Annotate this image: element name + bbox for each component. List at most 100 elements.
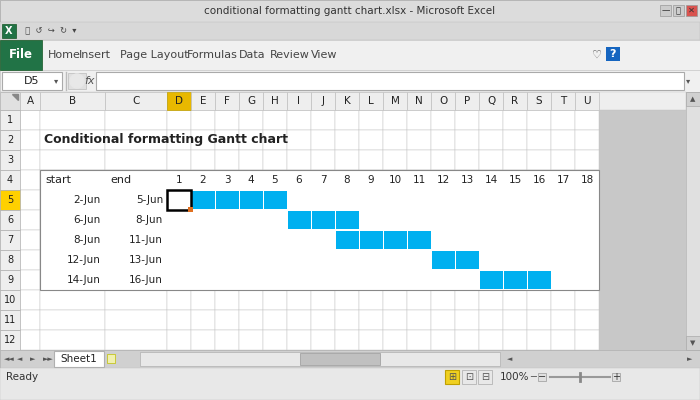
Bar bbox=[673, 5, 684, 16]
Bar bbox=[40, 130, 105, 150]
Text: I: I bbox=[298, 96, 300, 106]
Bar bbox=[445, 370, 459, 384]
Bar bbox=[0, 70, 700, 92]
Bar bbox=[287, 310, 311, 330]
Bar bbox=[383, 290, 407, 310]
Bar bbox=[311, 210, 335, 230]
Text: 16-Jun: 16-Jun bbox=[129, 275, 163, 285]
Bar bbox=[686, 5, 697, 16]
Polygon shape bbox=[12, 94, 18, 100]
Text: M: M bbox=[391, 96, 400, 106]
Text: 12: 12 bbox=[436, 175, 449, 185]
Text: T: T bbox=[560, 96, 566, 106]
Bar bbox=[431, 230, 455, 250]
Bar bbox=[40, 210, 105, 230]
Text: ⧠: ⧠ bbox=[676, 6, 681, 15]
Bar bbox=[0, 0, 700, 22]
Text: 3: 3 bbox=[224, 175, 230, 185]
Bar bbox=[0, 270, 20, 290]
Bar bbox=[575, 310, 599, 330]
Text: 4: 4 bbox=[7, 175, 13, 185]
Text: ♡: ♡ bbox=[592, 50, 602, 60]
Bar bbox=[215, 210, 239, 230]
Text: 5-Jun: 5-Jun bbox=[136, 195, 163, 205]
Bar bbox=[527, 210, 551, 230]
Text: 12: 12 bbox=[4, 335, 16, 345]
Bar bbox=[191, 92, 215, 110]
Bar bbox=[105, 290, 167, 310]
Bar bbox=[311, 150, 335, 170]
Bar bbox=[0, 250, 20, 270]
Text: conditional formatting gantt chart.xlsx - Microsoft Excel: conditional formatting gantt chart.xlsx … bbox=[204, 6, 496, 16]
Text: Ready: Ready bbox=[6, 372, 38, 382]
Bar bbox=[239, 170, 263, 190]
Text: Home: Home bbox=[48, 50, 81, 60]
Bar bbox=[239, 190, 263, 210]
Bar bbox=[263, 190, 287, 210]
Bar bbox=[407, 190, 431, 210]
Text: 3: 3 bbox=[7, 155, 13, 165]
Bar bbox=[551, 110, 575, 130]
Bar bbox=[383, 150, 407, 170]
Bar bbox=[455, 92, 479, 110]
Bar bbox=[431, 110, 455, 130]
Bar bbox=[20, 170, 40, 190]
Bar bbox=[167, 210, 191, 230]
Bar bbox=[478, 370, 492, 384]
Text: ▾: ▾ bbox=[54, 76, 58, 86]
Text: 1: 1 bbox=[176, 175, 182, 185]
Bar bbox=[287, 210, 311, 230]
Bar bbox=[215, 330, 239, 350]
Bar bbox=[407, 231, 430, 249]
Text: E: E bbox=[199, 96, 206, 106]
Bar bbox=[455, 130, 479, 150]
Bar bbox=[335, 170, 359, 190]
Bar bbox=[311, 330, 335, 350]
Bar bbox=[575, 290, 599, 310]
Bar bbox=[105, 170, 167, 190]
Bar bbox=[431, 251, 454, 269]
Text: 100%: 100% bbox=[500, 372, 529, 382]
Bar bbox=[503, 210, 527, 230]
Bar bbox=[480, 271, 503, 289]
Bar bbox=[0, 290, 20, 310]
Bar bbox=[105, 310, 167, 330]
Bar bbox=[287, 110, 311, 130]
Bar bbox=[0, 110, 20, 130]
Text: View: View bbox=[311, 50, 337, 60]
Text: —: — bbox=[662, 6, 670, 15]
Text: 11-Jun: 11-Jun bbox=[129, 235, 163, 245]
Bar bbox=[551, 330, 575, 350]
Bar bbox=[2, 72, 62, 90]
Text: start: start bbox=[45, 175, 71, 185]
Bar bbox=[686, 92, 700, 106]
Bar bbox=[263, 130, 287, 150]
Bar bbox=[20, 290, 40, 310]
Bar bbox=[20, 190, 40, 210]
Text: O: O bbox=[439, 96, 447, 106]
Bar bbox=[551, 130, 575, 150]
Bar bbox=[431, 330, 455, 350]
Bar bbox=[167, 290, 191, 310]
Bar bbox=[20, 310, 40, 330]
Bar bbox=[107, 354, 115, 363]
Bar bbox=[359, 250, 383, 270]
Bar bbox=[105, 130, 167, 150]
Bar bbox=[0, 130, 20, 150]
Bar bbox=[551, 270, 575, 290]
Bar bbox=[0, 22, 700, 40]
Text: 8: 8 bbox=[344, 175, 350, 185]
Circle shape bbox=[70, 74, 84, 88]
Bar bbox=[407, 92, 431, 110]
Bar bbox=[527, 230, 551, 250]
Bar bbox=[215, 110, 239, 130]
Bar bbox=[455, 330, 479, 350]
Text: Conditional formatting Gantt chart: Conditional formatting Gantt chart bbox=[44, 134, 288, 146]
Text: S: S bbox=[536, 96, 542, 106]
Bar bbox=[455, 170, 479, 190]
Bar bbox=[105, 250, 167, 270]
Bar bbox=[335, 211, 358, 229]
Text: 10: 10 bbox=[4, 295, 16, 305]
Text: −: − bbox=[538, 372, 546, 382]
Bar bbox=[407, 230, 431, 250]
